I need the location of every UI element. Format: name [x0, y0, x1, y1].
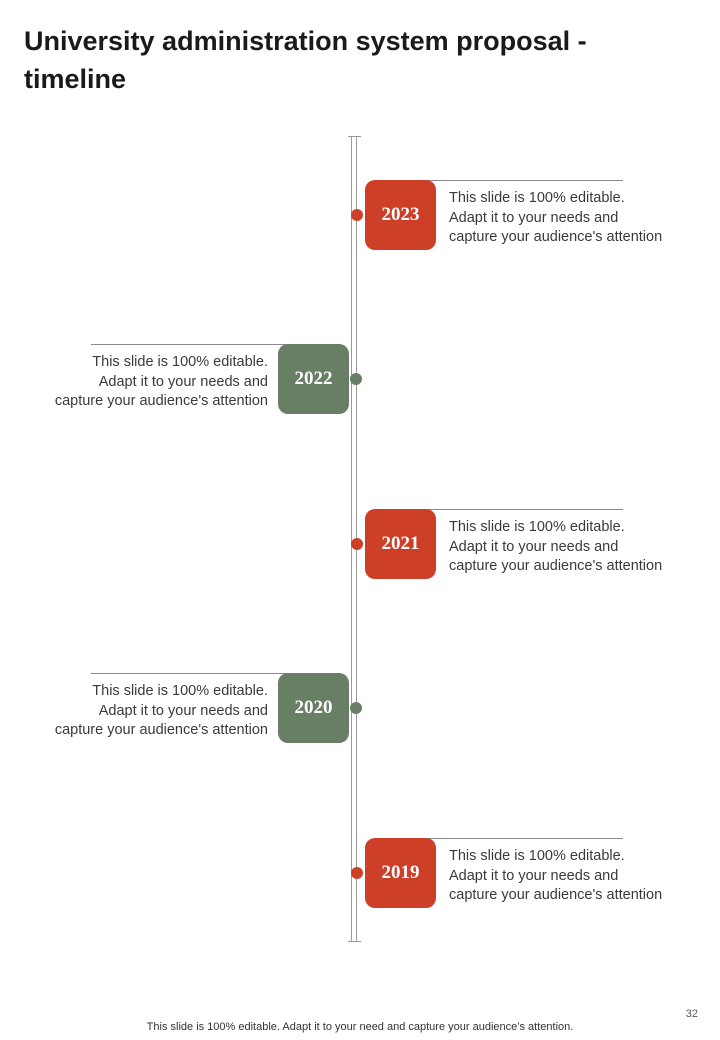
- timeline-event-2019: 2019 This slide is 100% editable. Adapt …: [0, 838, 720, 908]
- event-description-line: This slide is 100% editable.: [449, 848, 625, 864]
- event-description-line: Adapt it to your needs and: [98, 373, 268, 390]
- event-rule: [91, 344, 287, 345]
- footer-note: This slide is 100% editable. Adapt it to…: [146, 1021, 574, 1033]
- event-marker-dot: [351, 867, 363, 879]
- event-description-line: This slide is 100% editable.: [449, 190, 625, 206]
- event-description-line: Adapt it to your needs and: [449, 209, 619, 226]
- event-description-line: capture your audience's attention: [54, 393, 268, 409]
- event-description-line: capture your audience's attention: [449, 887, 663, 903]
- event-description-line: capture your audience's attention: [54, 722, 268, 738]
- event-description-line: Adapt it to your needs and: [449, 867, 619, 884]
- event-rule: [91, 673, 287, 674]
- year-badge: 2023: [365, 180, 436, 250]
- event-description: This slide is 100% editable. Adapt it to…: [449, 847, 662, 906]
- year-badge: 2022: [278, 344, 349, 414]
- timeline-event-2023: 2023 This slide is 100% editable. Adapt …: [0, 180, 720, 250]
- event-rule: [424, 509, 623, 510]
- event-rule: [424, 838, 623, 839]
- event-description-line: This slide is 100% editable.: [92, 683, 268, 699]
- page-number: 32: [685, 1008, 698, 1020]
- event-description-line: This slide is 100% editable.: [449, 519, 625, 535]
- event-marker-dot: [350, 373, 362, 385]
- event-marker-dot: [350, 702, 362, 714]
- timeline-event-2020: 2020 This slide is 100% editable. Adapt …: [0, 673, 720, 743]
- event-description: This slide is 100% editable. Adapt it to…: [449, 189, 662, 248]
- year-badge: 2021: [365, 509, 436, 579]
- page-title: University administration system proposa…: [24, 26, 587, 94]
- year-badge: 2020: [278, 673, 349, 743]
- event-marker-dot: [351, 209, 363, 221]
- event-description-line: Adapt it to your needs and: [449, 538, 619, 555]
- event-description-line: capture your audience's attention: [449, 558, 663, 574]
- event-description-line: This slide is 100% editable.: [92, 354, 268, 370]
- timeline-axis-top-cap: [348, 136, 361, 137]
- event-marker-dot: [351, 538, 363, 550]
- event-description: This slide is 100% editable. Adapt it to…: [449, 518, 662, 577]
- event-rule: [424, 180, 623, 181]
- timeline-event-2022: 2022 This slide is 100% editable. Adapt …: [0, 344, 720, 414]
- event-description-line: capture your audience's attention: [449, 229, 663, 245]
- event-description-line: Adapt it to your needs and: [98, 702, 268, 719]
- event-description: This slide is 100% editable. Adapt it to…: [55, 353, 268, 412]
- timeline-event-2021: 2021 This slide is 100% editable. Adapt …: [0, 509, 720, 579]
- timeline-axis-bottom-cap: [348, 941, 361, 942]
- year-badge: 2019: [365, 838, 436, 908]
- event-description: This slide is 100% editable. Adapt it to…: [55, 682, 268, 741]
